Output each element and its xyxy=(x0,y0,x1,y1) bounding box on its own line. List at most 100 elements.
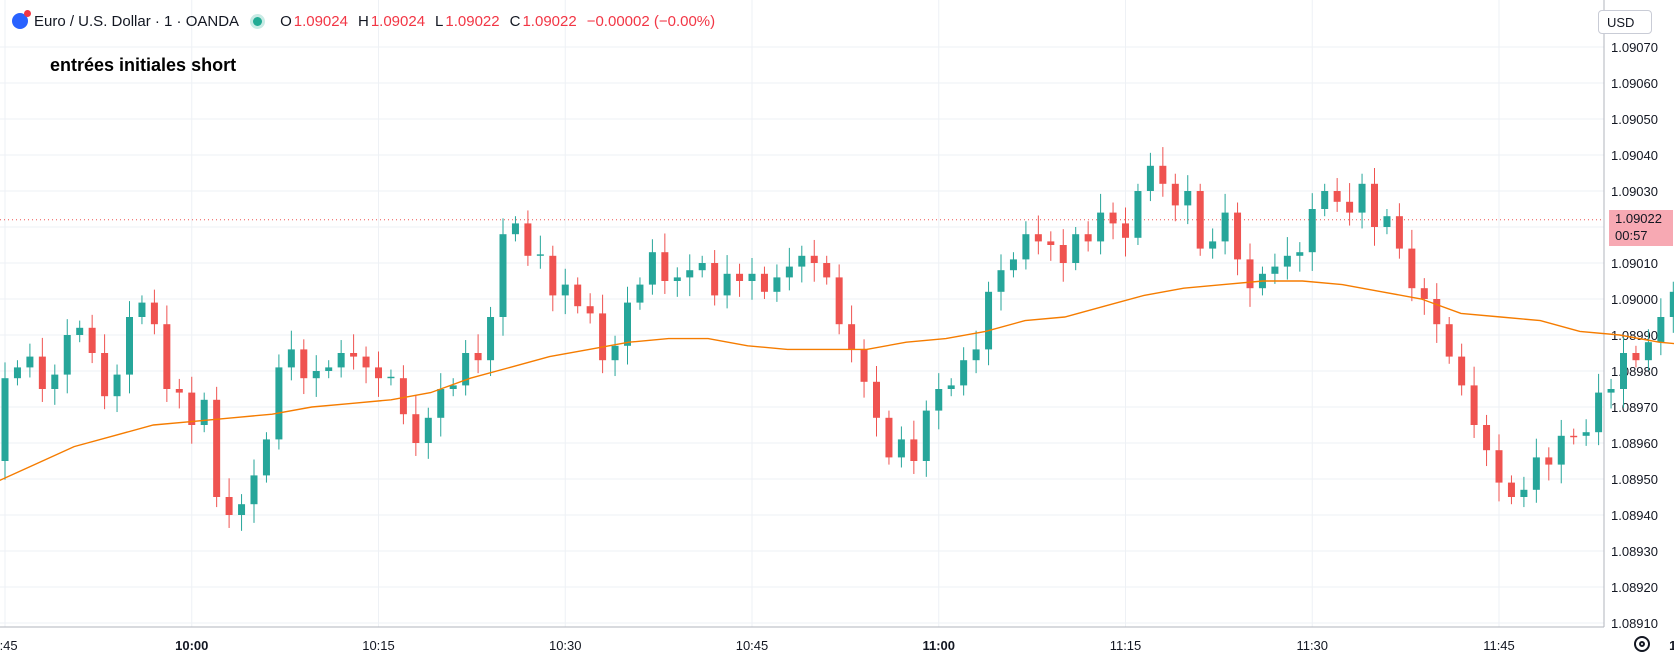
market-open-dot-icon xyxy=(253,16,263,26)
last-price-value: 1.09022 xyxy=(1615,211,1662,226)
candle-body xyxy=(1545,457,1553,465)
candle-body xyxy=(362,356,370,368)
candle-body xyxy=(63,335,71,375)
annotation-title: entrées initiales short xyxy=(50,55,237,75)
candle-body xyxy=(1669,291,1674,317)
candle-body xyxy=(1470,385,1478,425)
candle-body xyxy=(1283,255,1291,267)
time-tick-label: 9:45 xyxy=(0,638,18,653)
candle-body xyxy=(1346,201,1354,213)
low-label: L xyxy=(435,12,444,30)
symbol-title[interactable]: Euro / U.S. Dollar · 1 · OANDA xyxy=(34,12,240,30)
candle-body xyxy=(835,277,843,325)
price-tick-label: 1.09040 xyxy=(1611,148,1658,163)
open-value: 1.09024 xyxy=(293,12,348,30)
currency-button[interactable]: USD xyxy=(1598,10,1652,34)
candle-body xyxy=(387,376,395,379)
candle-body xyxy=(985,291,993,350)
candle-body xyxy=(1308,209,1316,253)
candle-body xyxy=(51,374,59,389)
candle-body xyxy=(611,345,619,361)
candle-body xyxy=(474,353,482,361)
candle-body xyxy=(275,367,283,440)
low-value: 1.09022 xyxy=(445,12,500,30)
candle-body xyxy=(1221,212,1229,242)
candle-body xyxy=(1483,425,1491,451)
candle-body xyxy=(1420,288,1428,299)
candle-body xyxy=(1620,353,1627,389)
candle-body xyxy=(1433,299,1441,325)
candle-body xyxy=(138,302,146,317)
candle-body xyxy=(1520,489,1528,497)
candle-body xyxy=(511,223,519,235)
candle-body xyxy=(1321,191,1329,209)
candle-body xyxy=(1582,432,1590,436)
candle-body xyxy=(748,273,756,281)
candle-body xyxy=(312,371,320,379)
candle-body xyxy=(1632,353,1640,361)
candle-body xyxy=(698,263,706,271)
candle-body xyxy=(225,497,233,515)
price-tick-label: 1.08910 xyxy=(1611,616,1658,631)
candle-body xyxy=(399,378,407,415)
candle-body xyxy=(960,360,968,386)
candle-body xyxy=(1557,435,1565,465)
candle-body xyxy=(673,277,681,281)
candle-body xyxy=(1196,191,1204,249)
candle-body xyxy=(1371,183,1378,227)
candle-body xyxy=(711,263,719,296)
candle-body xyxy=(375,367,382,379)
candle-body xyxy=(997,270,1005,292)
time-tick-label: 12:00 xyxy=(1669,638,1674,653)
candle-body xyxy=(1047,241,1055,245)
candle-body xyxy=(1595,392,1603,433)
candle-body xyxy=(213,399,221,497)
candle-body xyxy=(175,389,183,393)
price-tick-label: 1.08980 xyxy=(1611,364,1658,379)
price-tick-label: 1.09060 xyxy=(1611,76,1658,91)
candle-body xyxy=(1408,248,1416,289)
candle-body xyxy=(126,317,133,375)
candle-body xyxy=(1,378,9,461)
price-tick-label: 1.08920 xyxy=(1611,580,1658,595)
candle-body xyxy=(1059,245,1067,263)
candle-body xyxy=(972,349,980,361)
candle-body xyxy=(773,277,781,292)
time-tick-label: 10:00 xyxy=(175,638,208,653)
candle-body xyxy=(200,399,208,425)
candle-body xyxy=(1296,252,1304,256)
candle-body xyxy=(1495,450,1503,483)
candle-body xyxy=(1358,183,1366,213)
candle-body xyxy=(1097,212,1105,242)
oanda-flag-icon xyxy=(12,10,31,29)
candle-body xyxy=(287,349,295,368)
candle-body xyxy=(910,439,918,461)
candle-body xyxy=(661,252,669,281)
candle-body xyxy=(648,252,656,285)
candle-body xyxy=(437,389,445,418)
candle-body xyxy=(947,385,955,389)
candle-body xyxy=(462,353,470,386)
candle-body xyxy=(499,234,507,317)
candle-body xyxy=(487,317,495,361)
high-label: H xyxy=(357,12,369,30)
candle-body xyxy=(1122,223,1129,238)
candle-body xyxy=(549,255,557,296)
bar-countdown: 00:57 xyxy=(1615,228,1648,243)
candle-body xyxy=(113,374,121,397)
candle-body xyxy=(810,255,818,263)
price-tick-label: 1.09070 xyxy=(1611,40,1658,55)
candle-body xyxy=(848,324,856,350)
moving-average-line xyxy=(0,280,1674,482)
high-value: 1.09024 xyxy=(370,12,426,30)
candle-body xyxy=(1184,191,1192,206)
price-tick-label: 1.08950 xyxy=(1611,472,1658,487)
candle-body xyxy=(188,392,196,425)
change-value: −0.00002 (−0.00%) xyxy=(586,12,716,30)
price-tick-label: 1.08930 xyxy=(1611,544,1658,559)
symbol-header: Euro / U.S. Dollar · 1 · OANDA O 1.09024 … xyxy=(0,8,725,34)
candle-body xyxy=(524,223,532,256)
gear-icon[interactable] xyxy=(1634,636,1650,652)
candle-body xyxy=(760,273,768,292)
